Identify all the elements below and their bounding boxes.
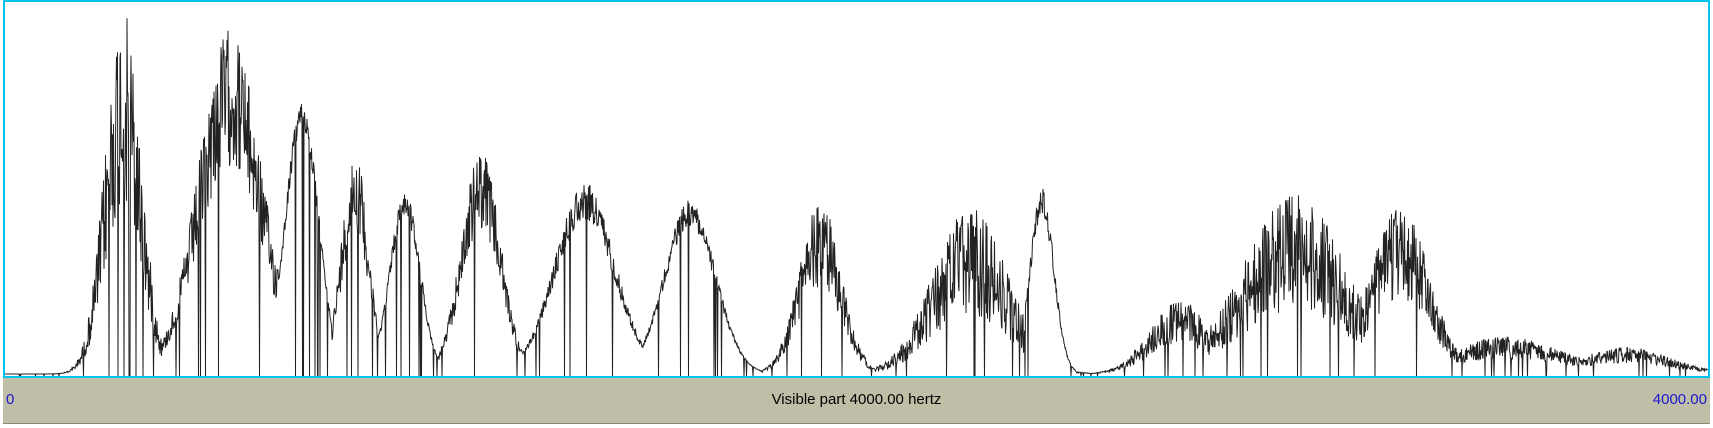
spectrum-plot-area[interactable] xyxy=(3,0,1710,376)
spectrum-waveform xyxy=(5,18,1708,376)
window-bottom-margin xyxy=(0,424,1713,428)
plot-baseline xyxy=(3,376,1710,378)
window-left-margin xyxy=(0,0,3,428)
frequency-max-label: 4000.00 xyxy=(1652,391,1707,408)
spectrum-line xyxy=(5,18,1708,376)
visible-part-bar[interactable]: 0 Visible part 4000.00 hertz 4000.00 xyxy=(3,378,1710,424)
frequency-min-label: 0 xyxy=(6,391,15,408)
visible-part-label: Visible part 4000.00 hertz xyxy=(771,391,942,408)
